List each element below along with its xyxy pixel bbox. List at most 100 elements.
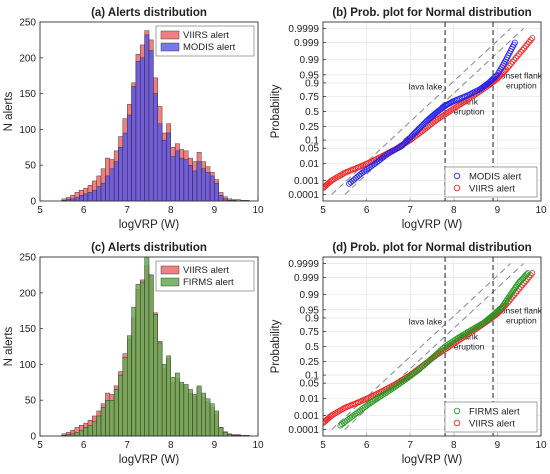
histogram-bar xyxy=(196,161,202,202)
histogram-bar xyxy=(122,132,128,202)
x-axis-label: logVRP (W) xyxy=(402,454,463,466)
data-point xyxy=(469,326,476,333)
data-point xyxy=(333,174,340,181)
y-tick-label: 150 xyxy=(19,324,36,335)
data-point xyxy=(328,177,335,184)
x-tick-label: 5 xyxy=(320,205,326,216)
y-tick-label: 0.9 xyxy=(305,313,319,324)
histogram-bar xyxy=(201,168,206,202)
x-tick-label: 8 xyxy=(168,205,174,216)
histogram-bar xyxy=(131,306,137,437)
histogram-bar xyxy=(92,421,97,437)
data-point xyxy=(460,331,467,338)
data-point xyxy=(506,62,513,69)
legend-swatch xyxy=(160,30,180,40)
data-point xyxy=(331,175,338,182)
histogram-bar xyxy=(214,410,219,437)
data-point xyxy=(336,407,343,414)
histogram-bar xyxy=(74,432,80,437)
y-tick-label: 0.1 xyxy=(305,371,319,382)
y-tick-label: 0 xyxy=(30,432,36,443)
histogram-bar xyxy=(209,175,215,202)
data-point xyxy=(330,411,337,418)
y-tick-label: 0.75 xyxy=(300,327,320,338)
histogram-bar xyxy=(83,427,89,437)
y-axis-label: N alerts xyxy=(3,91,15,131)
legend-label: VIIRS alert xyxy=(469,419,515,430)
annotation-line: eruption xyxy=(506,316,537,326)
histogram-bar xyxy=(79,430,84,437)
data-point xyxy=(453,335,460,342)
legend xyxy=(444,401,538,433)
chart-title: (c) Alerts distribution xyxy=(91,242,207,254)
y-tick-label: 0.05 xyxy=(300,379,320,390)
data-point xyxy=(512,54,519,61)
legend-label: VIIRS alert xyxy=(469,184,515,195)
data-point xyxy=(333,409,340,416)
data-point xyxy=(517,49,524,56)
annotation-lava-lake: lava lake xyxy=(409,81,443,91)
y-axis-label: Probability xyxy=(270,84,282,138)
annotation-onset-flank-eruption: onset flank eruption xyxy=(501,306,543,326)
histogram-bar xyxy=(188,164,193,202)
histogram-bar xyxy=(179,382,185,437)
y-tick-label: 50 xyxy=(25,161,37,172)
data-point xyxy=(331,410,338,417)
annotation-line: onset flank xyxy=(501,306,543,316)
histogram-bar xyxy=(157,342,163,437)
y-tick-label: 0.999 xyxy=(294,273,319,284)
x-tick-label: 10 xyxy=(535,440,547,451)
axes-frame xyxy=(322,21,542,202)
scatter-points xyxy=(323,270,536,429)
legend-label: MODIS alert xyxy=(183,42,236,53)
y-tick-label: 200 xyxy=(19,288,36,299)
x-tick-label: 7 xyxy=(407,440,413,451)
histogram-bar xyxy=(100,182,106,202)
histogram-bar xyxy=(166,355,172,437)
histogram-bar xyxy=(140,281,145,437)
histogram-bar xyxy=(148,274,154,437)
y-tick-label: 0.9999 xyxy=(288,24,319,35)
panel-c xyxy=(39,256,259,437)
data-point xyxy=(458,332,465,339)
histogram-bar xyxy=(153,314,158,437)
data-point xyxy=(455,334,462,341)
histogram-bar xyxy=(100,407,106,437)
histogram-bar xyxy=(122,357,128,437)
data-point xyxy=(340,405,347,412)
histogram-bar xyxy=(113,389,119,437)
y-axis-label: N alerts xyxy=(3,326,15,366)
legend-label: FIRMS alert xyxy=(469,407,520,418)
data-point xyxy=(523,271,530,278)
histogram-bar xyxy=(144,34,150,202)
data-point xyxy=(471,325,478,332)
histogram-bar xyxy=(140,57,145,202)
chart-title: (b) Prob. plot for Normal distribution xyxy=(332,7,531,19)
y-tick-label: 150 xyxy=(19,89,36,100)
chart-title: (d) Prob. plot for Normal distribution xyxy=(332,242,531,254)
annotation-lava-lake: lava lake xyxy=(409,316,443,326)
axes-frame xyxy=(39,21,259,202)
histogram-bar xyxy=(96,186,102,202)
y-tick-label: 0.0001 xyxy=(288,190,319,201)
data-point xyxy=(340,170,347,177)
data-point xyxy=(516,51,523,58)
x-tick-label: 5 xyxy=(37,440,43,451)
x-tick-label: 6 xyxy=(81,440,87,451)
histogram-bar xyxy=(135,61,141,202)
y-tick-label: 0.5 xyxy=(305,107,319,118)
histogram-bar xyxy=(196,385,202,437)
data-point xyxy=(511,56,518,63)
histogram-bar xyxy=(170,377,176,437)
data-point xyxy=(386,387,393,394)
histogram-bar xyxy=(148,50,154,202)
x-tick-label: 10 xyxy=(535,205,547,216)
data-point xyxy=(383,389,390,396)
data-point xyxy=(378,392,385,399)
histogram-bar xyxy=(166,132,172,202)
data-point xyxy=(379,391,386,398)
x-axis-label: logVRP (W) xyxy=(402,219,463,231)
data-point xyxy=(509,58,516,65)
y-axis-label: Probability xyxy=(270,319,282,373)
